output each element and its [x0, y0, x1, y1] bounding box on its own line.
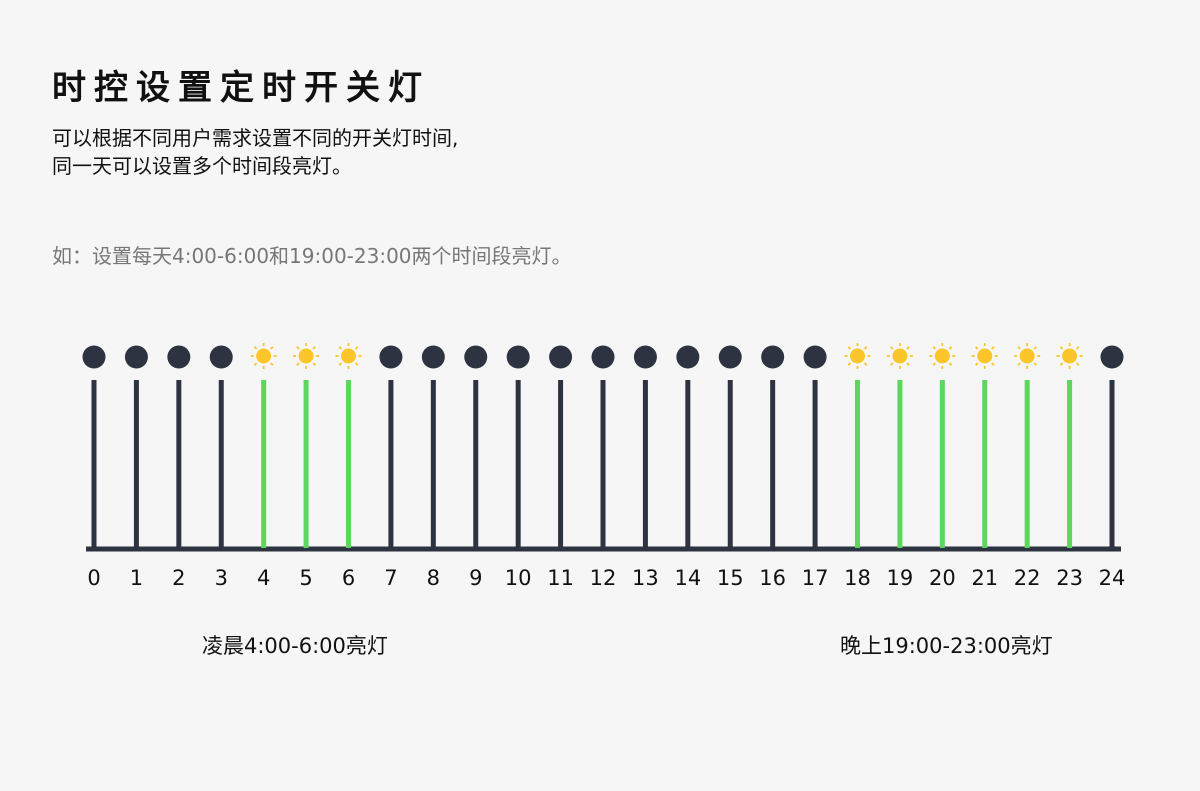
- hour-tick-label: 23: [1056, 566, 1083, 590]
- hour-tick-label: 22: [1014, 566, 1041, 590]
- sun-icon: [1056, 343, 1083, 369]
- dark-dot-icon: [1100, 345, 1124, 369]
- hour-tick-label: 12: [590, 566, 617, 590]
- dark-dot-icon: [803, 345, 827, 369]
- description-line-1: 可以根据不同用户需求设置不同的开关灯时间,: [52, 126, 459, 150]
- hour-tick-label: 11: [547, 566, 574, 590]
- hour-tick-label: 9: [469, 566, 482, 590]
- hour-tick-label: 14: [674, 566, 701, 590]
- sun-icon: [1014, 343, 1041, 369]
- hour-tick-label: 1: [130, 566, 143, 590]
- hour-tick-label: 19: [887, 566, 914, 590]
- hour-tick-label: 5: [299, 566, 312, 590]
- hour-tick-label: 4: [257, 566, 270, 590]
- hour-tick-label: 21: [971, 566, 998, 590]
- sun-icon: [844, 343, 871, 369]
- dark-dot-icon: [718, 345, 742, 369]
- dark-dot-icon: [421, 345, 445, 369]
- dark-dot-icon: [124, 345, 148, 369]
- dark-dot-icon: [82, 345, 106, 369]
- dark-dot-icon: [676, 345, 700, 369]
- evening-label: 晚上19:00-23:00亮灯: [840, 634, 1053, 658]
- sun-icon: [929, 343, 956, 369]
- sun-icon: [971, 343, 998, 369]
- sun-icon: [886, 343, 913, 369]
- sun-icon: [293, 343, 320, 369]
- dark-dot-icon: [506, 345, 530, 369]
- hour-tick-label: 7: [384, 566, 397, 590]
- sun-icon: [250, 343, 277, 369]
- hour-tick-label: 18: [844, 566, 871, 590]
- dark-dot-icon: [591, 345, 615, 369]
- dark-dot-icon: [549, 345, 573, 369]
- description-line-2: 同一天可以设置多个时间段亮灯。: [52, 154, 352, 178]
- hour-tick-label: 15: [717, 566, 744, 590]
- hour-tick-label: 24: [1099, 566, 1126, 590]
- hour-tick-label: 2: [172, 566, 185, 590]
- morning-label: 凌晨4:00-6:00亮灯: [202, 634, 388, 658]
- hour-tick-label: 16: [759, 566, 786, 590]
- dark-dot-icon: [761, 345, 785, 369]
- dark-dot-icon: [379, 345, 403, 369]
- dark-dot-icon: [633, 345, 657, 369]
- hour-tick-label: 17: [802, 566, 829, 590]
- hour-tick-label: 13: [632, 566, 659, 590]
- hour-tick-label: 20: [929, 566, 956, 590]
- hour-tick-label: 8: [427, 566, 440, 590]
- page-title: 时控设置定时开关灯: [52, 68, 430, 108]
- dark-dot-icon: [464, 345, 488, 369]
- hour-tick-label: 6: [342, 566, 355, 590]
- dark-dot-icon: [209, 345, 233, 369]
- sun-icon: [335, 343, 362, 369]
- example-text: 如：设置每天4:00-6:00和19:00-23:00两个时间段亮灯。: [52, 244, 572, 268]
- hour-tick-label: 0: [87, 566, 100, 590]
- dark-dot-icon: [167, 345, 191, 369]
- hour-tick-label: 3: [215, 566, 228, 590]
- hour-tick-label: 10: [505, 566, 532, 590]
